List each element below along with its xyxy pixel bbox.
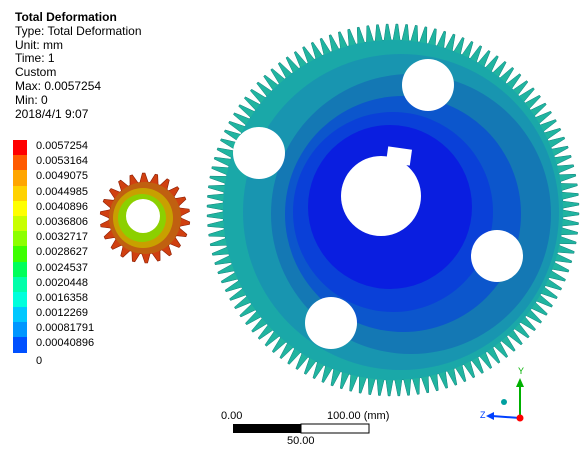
result-unit: Unit: mm [15, 37, 63, 52]
legend-value: 0 [36, 354, 43, 367]
bolt-hole [402, 59, 454, 111]
bolt-hole [233, 127, 285, 179]
result-min: Min: 0 [15, 92, 48, 107]
gear-bore [341, 156, 421, 236]
scale-left-label: 0.00 [221, 410, 243, 422]
legend-swatch [13, 185, 27, 201]
result-custom: Custom [15, 65, 57, 80]
result-type: Type: Total Deformation [15, 23, 142, 38]
legend-value: 0.0044985 [36, 185, 88, 198]
legend-value: 0.0028627 [36, 246, 88, 259]
legend-swatch [13, 261, 27, 277]
legend-swatch [13, 140, 27, 156]
legend-swatch [13, 170, 27, 186]
result-date: 2018/4/1 9:07 [15, 106, 89, 121]
legend-value: 0.0036806 [36, 215, 88, 228]
legend-value: 0.0053164 [36, 155, 88, 168]
legend-swatch [13, 291, 27, 308]
y-axis-label: Y [518, 366, 525, 376]
legend-swatch [13, 246, 27, 262]
legend-swatch [13, 215, 27, 232]
result-title: Total Deformation [15, 10, 117, 24]
result-info: Total Deformation Type: Total Deformatio… [15, 10, 142, 121]
scale-right-label: 100.00 (mm) [327, 410, 390, 422]
legend-value: 0.0024537 [36, 261, 88, 274]
legend-value: 0.0032717 [36, 231, 88, 244]
legend-swatch [13, 337, 27, 353]
legend-value: 0.00081791 [36, 322, 95, 335]
bolt-hole [305, 297, 357, 349]
large-gear[interactable] [206, 23, 580, 397]
gear-keyway [386, 146, 412, 166]
bolt-hole [471, 230, 523, 282]
legend-value: 0.0049075 [36, 170, 88, 183]
result-time: Time: 1 [15, 51, 55, 66]
legend-swatch [13, 276, 27, 292]
legend-value: 0.0016358 [36, 291, 88, 304]
legend-value: 0.0057254 [36, 140, 88, 152]
scale-mid-label: 50.00 [287, 435, 315, 447]
result-max: Max: 0.0057254 [15, 78, 102, 93]
legend-swatch [13, 231, 27, 247]
legend-value: 0.00040896 [36, 337, 95, 350]
pinion-bore [126, 199, 160, 233]
legend-value: 0.0020448 [36, 276, 88, 289]
legend-value: 0.0040896 [36, 200, 88, 213]
legend-swatch [13, 307, 27, 323]
pinion-gear[interactable] [99, 172, 191, 264]
legend-swatch [13, 200, 27, 216]
legend-value: 0.0012269 [36, 307, 88, 320]
legend-swatch [13, 155, 27, 171]
legend-swatch [13, 322, 27, 338]
z-axis-label: Z [480, 410, 486, 420]
